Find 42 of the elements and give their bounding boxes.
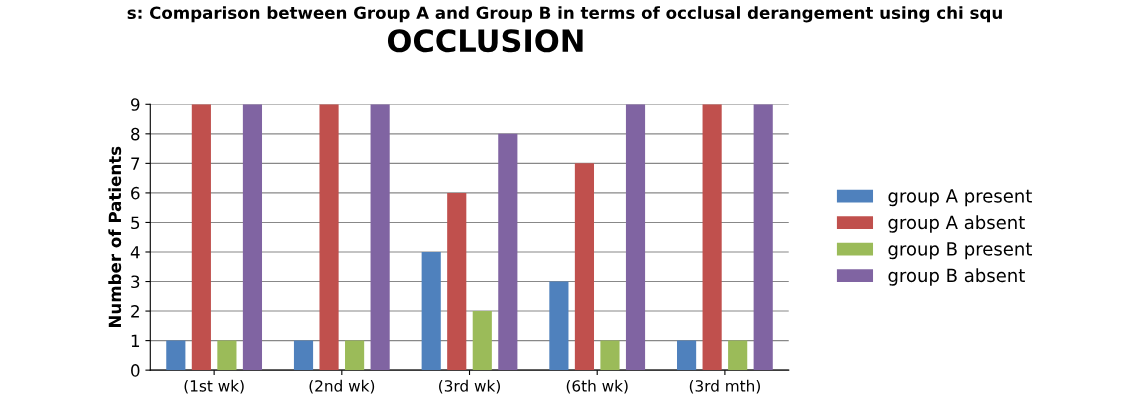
legend-label: group A present: [888, 189, 1032, 207]
bar: [166, 340, 186, 371]
y-tick-label: 2: [131, 305, 139, 318]
bar: [191, 104, 211, 371]
y-tick-label: 0: [131, 364, 140, 377]
bar: [549, 281, 569, 371]
bar: [728, 340, 748, 371]
bar: [702, 104, 722, 371]
bar: [600, 340, 620, 371]
bar: [625, 104, 646, 371]
y-tick-label: 3: [131, 275, 140, 289]
y-tick-label: 8: [131, 127, 140, 141]
y-tick-label: 9: [131, 98, 140, 111]
chart-title: OCCLUSION: [387, 29, 583, 53]
bar: [319, 104, 339, 371]
legend-label: group B absent: [888, 268, 1025, 286]
y-tick-label: 7: [131, 157, 140, 170]
y-tick-label: 1: [131, 334, 140, 347]
bar: [293, 340, 314, 371]
x-tick-label: (6th wk): [566, 379, 628, 394]
x-tick-label: (3rd mth): [689, 379, 760, 394]
bar: [370, 104, 390, 371]
bar: [242, 104, 263, 371]
legend-label: group A absent: [888, 215, 1025, 233]
bar: [677, 340, 697, 371]
y-tick-label: 6: [131, 186, 140, 200]
bar: [498, 133, 518, 371]
legend-label: group B present: [888, 242, 1032, 260]
x-tick-label: (3rd wk): [439, 379, 500, 394]
bar: [574, 163, 595, 371]
bar: [345, 340, 365, 371]
y-axis-title: Number of Patients: [108, 146, 122, 328]
bar: [421, 251, 441, 371]
text: s: Comparison between Group A and Group B in terms of occlusal derangement using chi squ: [127, 6, 1002, 23]
x-tick-label: (1st wk): [184, 379, 244, 394]
x-tick-label: (2nd wk): [309, 379, 375, 394]
bar: [217, 340, 237, 371]
bar: [447, 192, 467, 371]
bar: [753, 104, 773, 371]
bar: [472, 311, 492, 371]
y-tick-label: 5: [131, 216, 140, 230]
y-tick-label: 4: [130, 246, 140, 259]
